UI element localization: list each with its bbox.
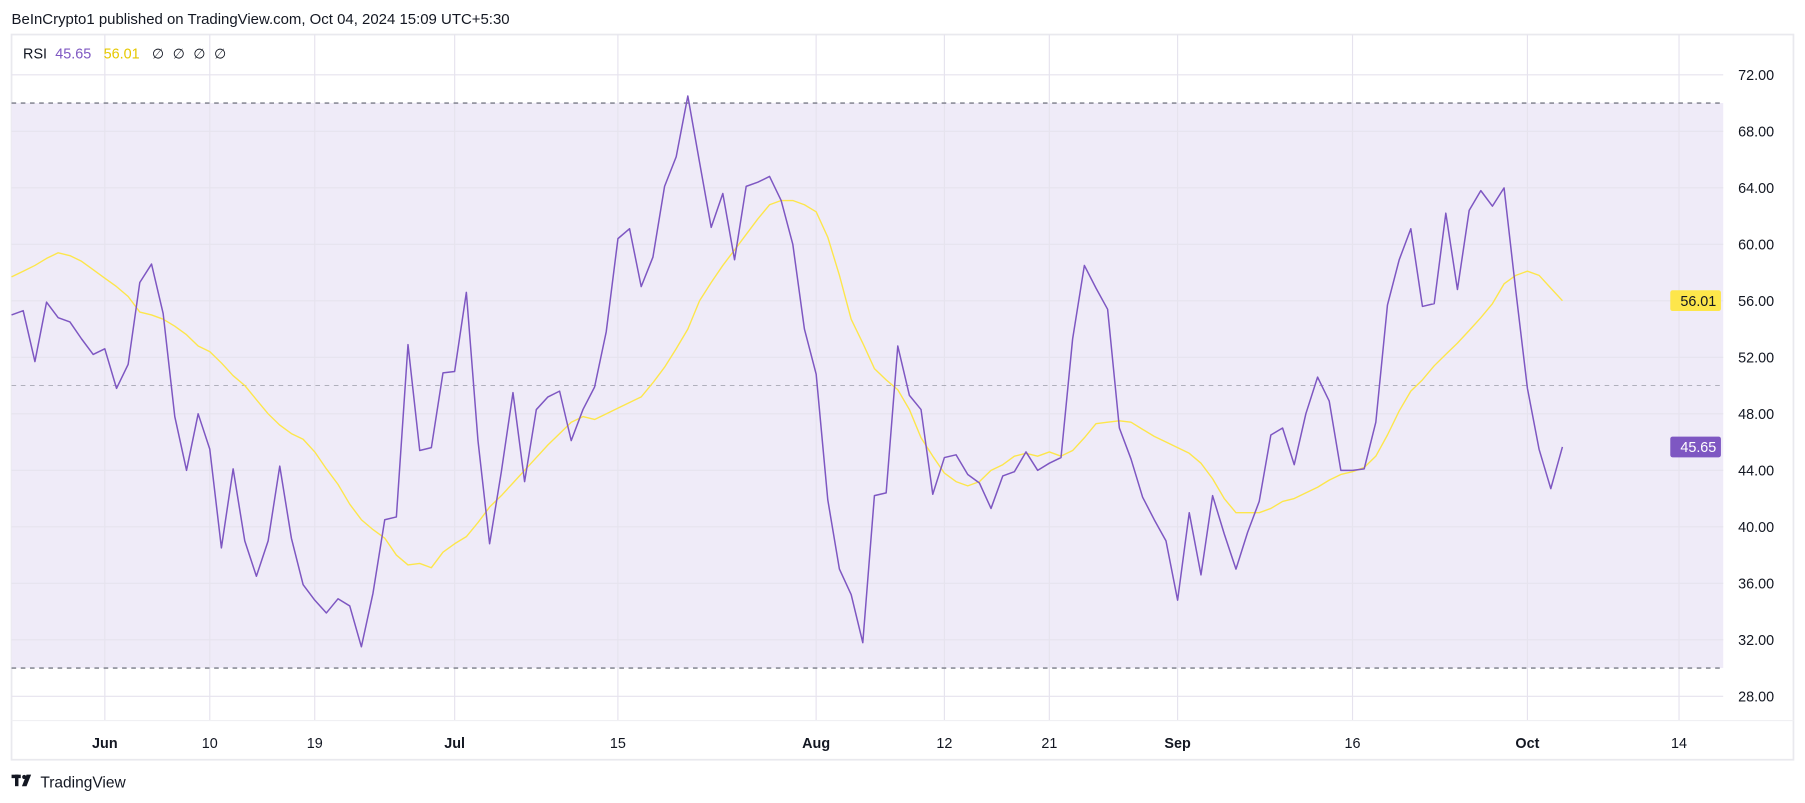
rsi-last-value-label: 45.65 [1670, 436, 1721, 458]
y-tick-label: 40.00 [1738, 520, 1774, 536]
x-tick-label: 21 [1041, 736, 1057, 752]
x-tick-label: 15 [610, 736, 626, 752]
y-tick-label: 36.00 [1738, 576, 1774, 592]
x-tick-label: Jul [444, 736, 465, 752]
y-tick-label: 64.00 [1738, 181, 1774, 197]
x-tick-label: 16 [1345, 736, 1361, 752]
x-tick-label: 12 [936, 736, 952, 752]
tradingview-logo-icon [11, 774, 32, 787]
legend-empty-value: ∅ [152, 46, 164, 62]
y-tick-label: 60.00 [1738, 237, 1774, 253]
legend: RSI 45.65 56.01 ∅ ∅ ∅ ∅ [23, 46, 226, 63]
ma-last-value-label: 56.01 [1670, 290, 1721, 312]
y-tick-label: 68.00 [1738, 124, 1774, 140]
x-tick-label: 19 [307, 736, 323, 752]
tradingview-logo[interactable]: TradingView [11, 774, 127, 791]
legend-indicator-name[interactable]: RSI [23, 47, 47, 63]
overbought-oversold-band [11, 103, 1724, 669]
y-tick-label: 32.00 [1738, 633, 1774, 649]
ma-last-value-label-box [1670, 290, 1721, 312]
legend-rsi-value: 45.65 [55, 47, 91, 63]
legend-empty-value: ∅ [193, 46, 205, 62]
x-tick-label: 14 [1671, 736, 1687, 752]
y-tick-label: 28.00 [1738, 689, 1774, 705]
rsi-line [11, 95, 1564, 648]
legend-ma-value: 56.01 [104, 47, 140, 63]
x-tick-label: Sep [1164, 736, 1191, 752]
rsi-last-value-label-text: 45.65 [1680, 440, 1716, 456]
rsi-last-value-label-box [1670, 436, 1721, 458]
x-tick-label: Jun [92, 736, 118, 752]
rsi-series [11, 95, 1564, 648]
published-caption: BeInCrypto1 published on TradingView.com… [12, 11, 510, 28]
ma-last-value-label-text: 56.01 [1680, 294, 1716, 310]
legend-empty-value: ∅ [173, 46, 185, 62]
x-tick-label: Oct [1515, 736, 1539, 752]
x-tick-label: 10 [202, 736, 218, 752]
y-tick-label: 44.00 [1738, 463, 1774, 479]
legend-empty-value: ∅ [214, 46, 226, 62]
rsi-ma-line [11, 199, 1563, 569]
y-tick-label: 72.00 [1738, 68, 1774, 84]
y-tick-label: 56.00 [1738, 294, 1774, 310]
y-tick-label: 52.00 [1738, 350, 1774, 366]
y-tick-label: 48.00 [1738, 407, 1774, 423]
x-tick-label: Aug [802, 736, 830, 752]
tradingview-logo-text: TradingView [40, 774, 126, 791]
